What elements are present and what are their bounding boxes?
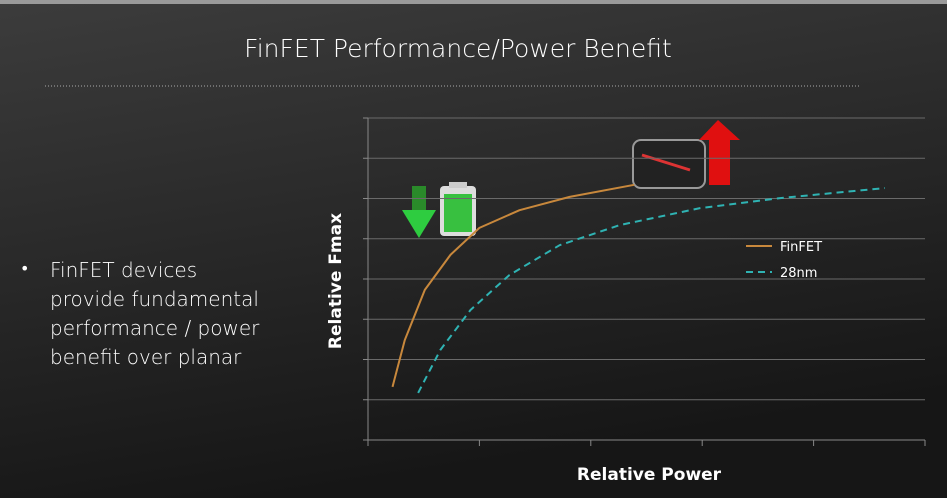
x-axis-title: Relative Power bbox=[577, 465, 722, 485]
bullet-dot: • bbox=[20, 259, 29, 278]
top-bar bbox=[0, 0, 947, 4]
legend-label: 28nm bbox=[780, 266, 817, 281]
bullet-line: benefit over planar bbox=[50, 345, 242, 369]
series-line bbox=[417, 187, 885, 394]
y-axis-title: Relative Fmax bbox=[326, 213, 346, 349]
slide-title: FinFET Performance/Power Benefit bbox=[244, 34, 672, 63]
bullet-line: provide fundamental bbox=[50, 287, 259, 311]
speedometer-icon bbox=[632, 120, 740, 189]
series-line bbox=[391, 183, 635, 388]
legend-label: FinFET bbox=[780, 240, 822, 255]
bullet-line: FinFET devices bbox=[50, 258, 197, 282]
bullet-line: performance / power bbox=[50, 316, 260, 340]
